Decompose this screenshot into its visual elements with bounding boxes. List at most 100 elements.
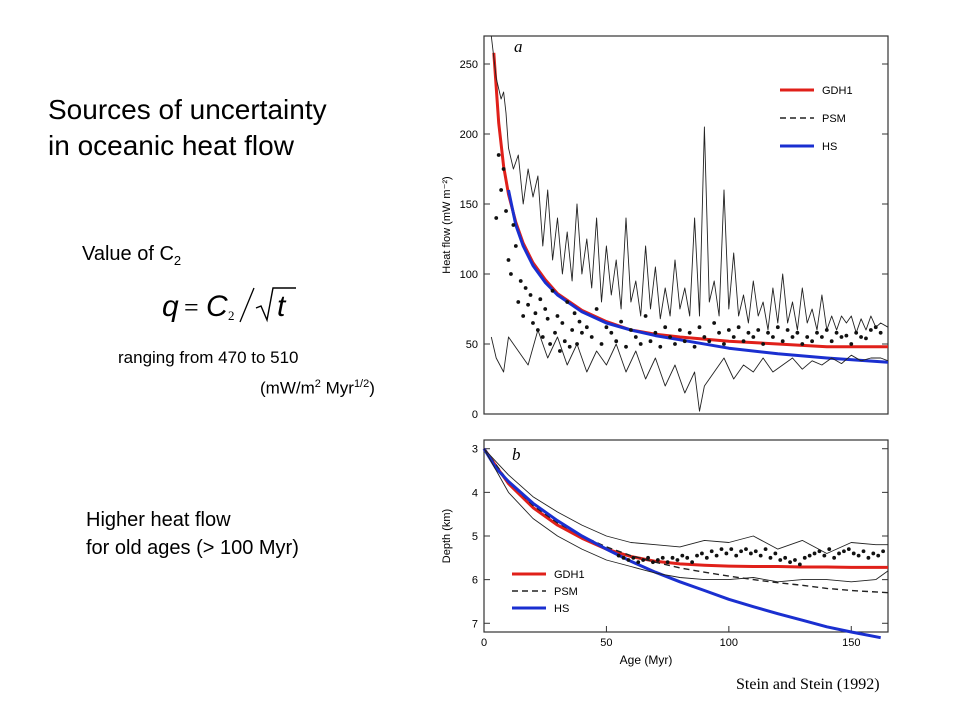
- data-point: [646, 555, 650, 560]
- data-point: [741, 339, 746, 344]
- envelope-line: [483, 448, 889, 583]
- data-point: [653, 330, 658, 335]
- data-point: [790, 335, 795, 339]
- data-point: [722, 342, 726, 346]
- data-point: [846, 547, 851, 551]
- data-point: [685, 555, 690, 560]
- data-point: [800, 342, 805, 346]
- data-point: [751, 335, 756, 339]
- data-point: [555, 314, 560, 318]
- data-point: [668, 335, 672, 339]
- data-point: [518, 279, 523, 283]
- data-point: [854, 330, 859, 335]
- data-point: [560, 321, 565, 325]
- data-point: [567, 344, 572, 349]
- data-point: [589, 335, 594, 339]
- formula-divide-slash: [239, 287, 255, 323]
- data-point: [648, 339, 653, 344]
- data-point: [633, 335, 638, 339]
- data-point: [700, 551, 704, 556]
- data-point: [565, 300, 570, 304]
- formula-q: q: [162, 290, 179, 323]
- data-point: [859, 335, 863, 339]
- data-point: [714, 553, 719, 558]
- data-point: [712, 321, 717, 325]
- data-point: [550, 288, 555, 293]
- envelope-line: [483, 448, 888, 554]
- data-point: [761, 342, 766, 346]
- data-point: [533, 311, 538, 316]
- data-point: [746, 330, 751, 335]
- data-point: [731, 335, 736, 339]
- y-tick-label: 100: [460, 269, 478, 281]
- y-tick-label: 4: [472, 487, 478, 499]
- data-point: [641, 558, 646, 562]
- y-axis-label: Heat flow (mW m⁻²): [441, 176, 453, 273]
- data-point: [663, 325, 668, 330]
- title-line-1: Sources of uncertainty: [48, 94, 327, 125]
- data-point: [531, 321, 535, 325]
- data-point: [834, 330, 839, 335]
- unit-sup-2: 1/2: [353, 378, 370, 390]
- unit-pre: (mW/m: [260, 378, 315, 398]
- series-line-gdh1: [482, 447, 888, 569]
- range-units: (mW/m2 Myr1/2): [118, 371, 375, 402]
- data-point: [768, 555, 773, 560]
- data-point: [788, 560, 792, 565]
- data-point: [690, 560, 695, 565]
- data-point: [619, 319, 624, 324]
- data-point: [695, 553, 699, 558]
- data-point: [702, 335, 707, 339]
- higher-line-2: for old ages (> 100 Myr): [86, 537, 299, 559]
- y-tick-label: 150: [460, 199, 478, 211]
- data-point: [842, 549, 846, 554]
- data-point: [717, 330, 721, 335]
- c2-label-text: Value of C: [82, 243, 174, 265]
- data-point: [797, 562, 802, 567]
- data-point: [616, 553, 621, 558]
- c2-label-subscript: 2: [173, 253, 182, 268]
- slide-title: Sources of uncertainty in oceanic heat f…: [48, 92, 327, 164]
- data-point: [665, 560, 670, 565]
- data-point: [878, 330, 883, 335]
- data-point: [543, 307, 548, 311]
- data-point: [763, 547, 768, 551]
- data-point: [643, 314, 648, 318]
- series-line-psm: [483, 448, 889, 594]
- data-point: [775, 325, 780, 330]
- data-point: [829, 339, 834, 344]
- data-point: [839, 335, 844, 339]
- data-point: [783, 555, 788, 560]
- data-point: [660, 555, 665, 560]
- data-point: [824, 328, 829, 332]
- data-point: [704, 555, 709, 560]
- data-point: [548, 342, 553, 346]
- data-point: [729, 547, 734, 551]
- y-tick-label: 50: [466, 339, 478, 351]
- data-point: [707, 339, 712, 344]
- data-point: [545, 316, 550, 321]
- data-point: [785, 328, 790, 332]
- plot-frame: [483, 439, 889, 633]
- data-point: [827, 547, 832, 551]
- data-point: [673, 342, 677, 346]
- unit-post: ): [369, 378, 375, 398]
- data-point: [709, 549, 714, 554]
- y-tick-label: 200: [460, 129, 478, 141]
- data-point: [868, 328, 873, 332]
- higher-line-1: Higher heat flow: [86, 509, 231, 531]
- y-tick-label: 5: [472, 531, 478, 543]
- data-point: [521, 314, 526, 318]
- x-tick-label: 100: [720, 637, 738, 649]
- formula-equals: =: [184, 293, 199, 322]
- data-point: [807, 553, 812, 558]
- data-point: [636, 560, 641, 565]
- data-point: [739, 549, 743, 554]
- data-point: [837, 551, 841, 556]
- data-point: [535, 328, 540, 332]
- heat-flow-chart: a 0 50 100 150 200 250 Heat flow (mW m⁻²) GDH1 PS…: [441, 35, 889, 421]
- envelope-line: [490, 329, 889, 412]
- data-point: [802, 555, 807, 560]
- data-point: [815, 330, 819, 335]
